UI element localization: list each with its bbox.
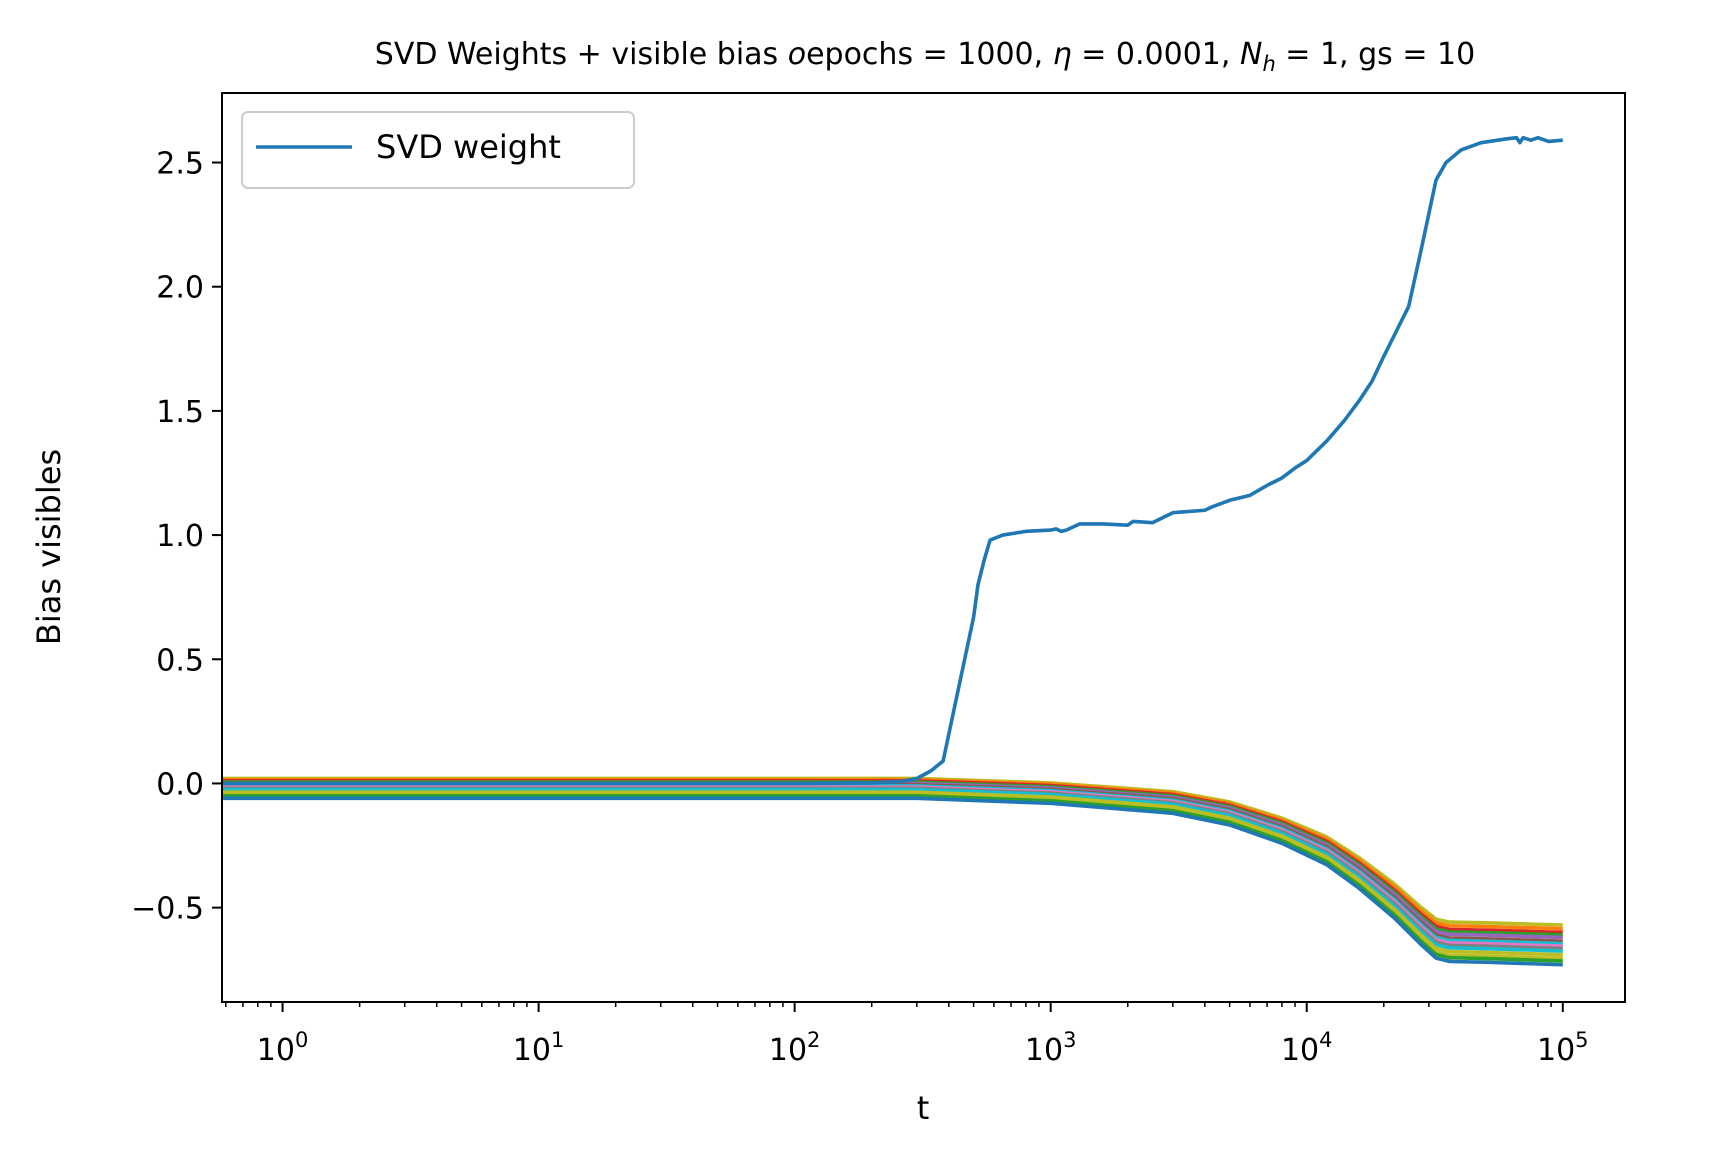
y-tick-label: 1.0 <box>156 519 204 554</box>
y-axis: −0.5 0.0 0.5 1.0 1.5 2.0 2.5 <box>131 147 222 927</box>
chart-title: SVD Weights + visible bias oepochs = 100… <box>375 37 1475 76</box>
x-tick-label: 101 <box>513 1028 565 1068</box>
svd-weight-line <box>222 135 1563 786</box>
bias-series-line <box>222 794 1563 963</box>
bias-series-line <box>222 787 1563 953</box>
svd-series-group <box>222 135 1563 786</box>
bias-series-line <box>222 790 1563 957</box>
x-tick-label: 103 <box>1025 1028 1077 1068</box>
x-tick-label: 100 <box>257 1028 309 1068</box>
bias-series-line <box>222 777 1563 931</box>
x-axis-label: t <box>917 1089 930 1127</box>
y-axis-label: Bias visibles <box>30 449 68 645</box>
bias-series-line <box>222 776 1563 927</box>
x-tick-label: 104 <box>1281 1028 1333 1068</box>
plot-frame <box>221 92 1626 1003</box>
x-axis: 100 101 102 103 104 105 <box>225 1002 1589 1068</box>
y-tick-label: 0.0 <box>156 767 204 802</box>
legend-box <box>241 111 635 189</box>
bias-series-line <box>222 779 1563 935</box>
legend-entry-svd-weight: SVD weight <box>376 128 561 166</box>
legend: SVD weight <box>241 111 635 189</box>
y-tick-label: −0.5 <box>131 892 204 927</box>
x-tick-label: 102 <box>769 1028 821 1068</box>
bias-series-line <box>222 796 1563 967</box>
bias-series-group <box>222 776 1563 967</box>
x-tick-label: 105 <box>1537 1028 1589 1068</box>
y-tick-label: 1.5 <box>156 395 204 430</box>
y-tick-label: 2.5 <box>156 147 204 182</box>
plot-area <box>221 92 1626 1003</box>
y-tick-label: 2.0 <box>156 271 204 306</box>
y-tick-label: 0.5 <box>156 643 204 678</box>
